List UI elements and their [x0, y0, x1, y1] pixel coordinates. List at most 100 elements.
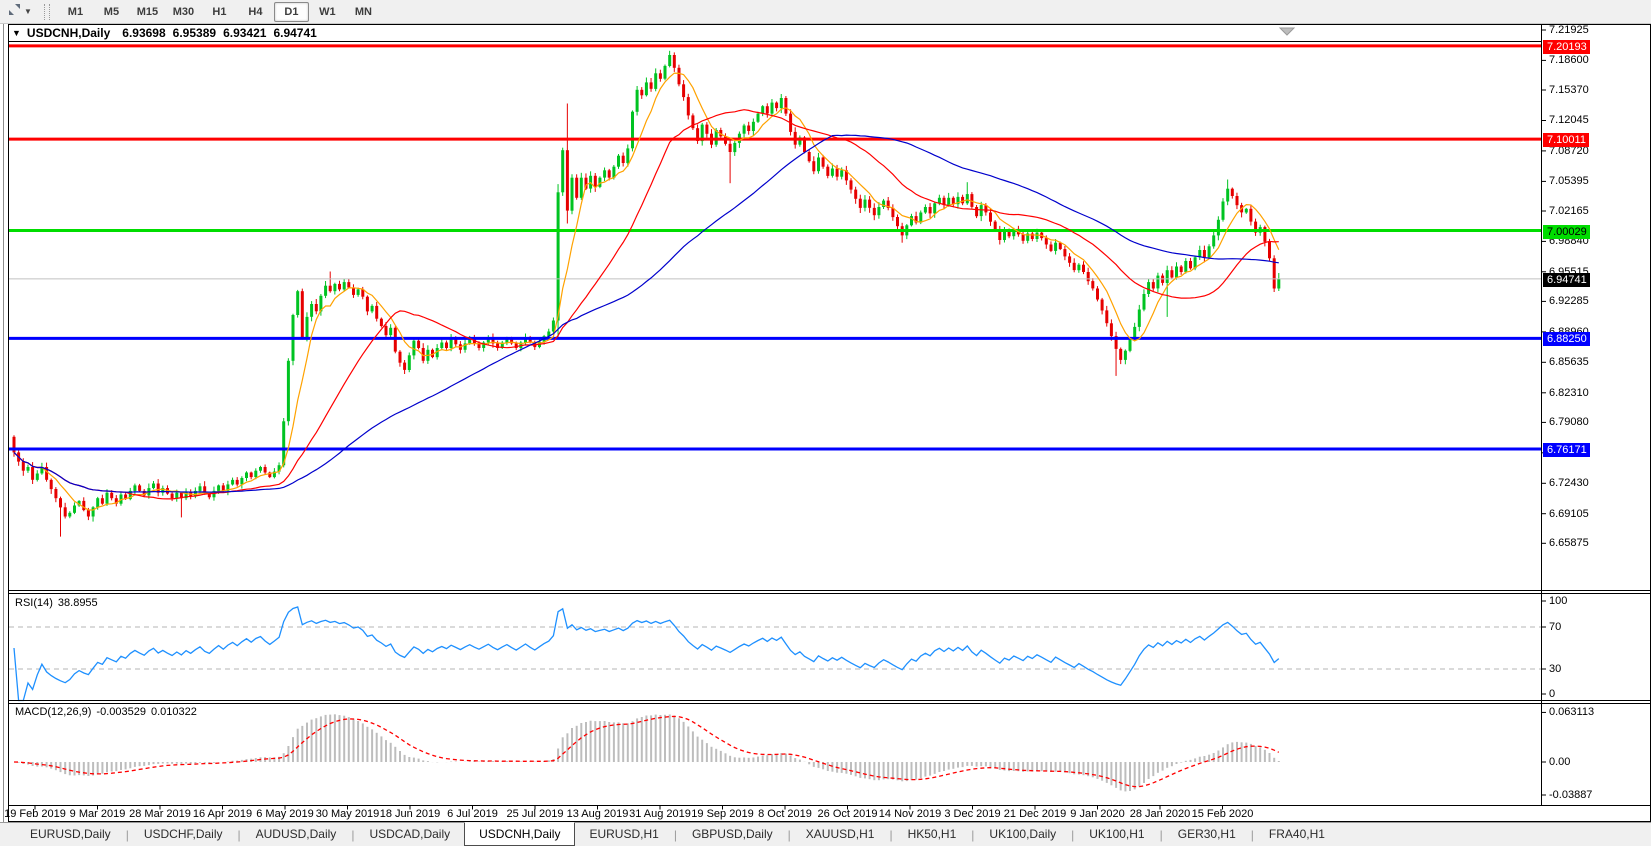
rsi-axis-label: 70 — [1549, 621, 1562, 633]
macd-name: MACD(12,26,9) — [15, 706, 92, 718]
time-axis-label: 6 Jul 2019 — [447, 808, 498, 820]
time-axis-label: 19 Feb 2019 — [4, 808, 66, 820]
time-axis[interactable]: 19 Feb 2019 9 Mar 2019 28 Mar 2019 16 Apr 2… — [4, 806, 1542, 822]
price-tick-label: 6.65875 — [1549, 537, 1589, 550]
chart-symbol-title: USDCNH,Daily — [26, 26, 111, 40]
timeframe-button-m1[interactable]: M1 — [67, 5, 84, 18]
rsi-value: 38.8955 — [57, 597, 98, 609]
rsi-indicator-label: RSI(14) 38.8955 — [15, 597, 103, 609]
macd-axis-label: 0.00 — [1549, 756, 1571, 768]
ohlc-close: 6.94741 — [273, 26, 317, 40]
chart-tab-gbpusd-daily[interactable]: GBPUSD,Daily — [691, 827, 773, 841]
price-level-badge: 6.76171 — [1543, 442, 1590, 457]
timeframe-button-mn[interactable]: MN — [354, 5, 372, 18]
rsi-axis-label: 30 — [1549, 663, 1562, 675]
chart-tab-fra40-h1[interactable]: FRA40,H1 — [1268, 827, 1325, 841]
price-tick-label: 7.08720 — [1549, 144, 1589, 157]
price-tick-label: 6.79080 — [1549, 416, 1589, 429]
timeframe-button-h1[interactable]: H1 — [212, 5, 227, 18]
chart-tab-eurusd-daily[interactable]: EURUSD,Daily — [30, 827, 111, 841]
ohlc-low: 6.93421 — [223, 26, 267, 40]
timeframe-button-w1[interactable]: W1 — [319, 5, 336, 18]
price-level-badge: 7.20193 — [1543, 39, 1590, 54]
chevron-down-icon[interactable]: ▼ — [24, 7, 32, 16]
time-axis-label: 25 Jul 2019 — [506, 808, 564, 820]
time-axis-label: 13 Aug 2019 — [566, 808, 629, 820]
tab-separator: | — [673, 827, 677, 842]
price-tick-label: 6.82310 — [1549, 386, 1589, 399]
time-axis-label: 21 Dec 2019 — [1003, 808, 1067, 820]
time-axis-label: 3 Dec 2019 — [944, 808, 1001, 820]
time-axis-label: 28 Mar 2019 — [129, 808, 191, 820]
ohlc-open: 6.93698 — [122, 26, 166, 40]
timeframe-button-m15[interactable]: M15 — [136, 5, 159, 18]
time-axis-label: 8 Oct 2019 — [758, 808, 812, 820]
price-level-badge: 7.00029 — [1543, 224, 1590, 239]
timeframe-button-d1[interactable]: D1 — [273, 1, 309, 22]
timeframe-buttons-group: M1 M5 M15 M30 H1 H4 D1 W1 MN — [58, 1, 382, 22]
time-axis-label: 26 Oct 2019 — [817, 808, 878, 820]
macd-signal-value: 0.010322 — [150, 706, 197, 718]
chart-plot-area[interactable] — [9, 42, 1541, 590]
price-tick-label: 7.21925 — [1549, 24, 1589, 36]
price-level-badge: 6.88250 — [1543, 332, 1590, 347]
macd-axis-label: -0.03887 — [1549, 789, 1593, 801]
chart-tab-usdcnh-daily[interactable]: USDCNH,Daily — [464, 821, 576, 846]
timeframe-button-h4[interactable]: H4 — [248, 5, 263, 18]
tab-separator: | — [971, 827, 975, 842]
price-tick-label: 6.92285 — [1549, 295, 1589, 308]
chart-tab-uk100-daily[interactable]: UK100,Daily — [989, 827, 1057, 841]
time-axis-label: 9 Mar 2019 — [69, 808, 126, 820]
window-menu-icon[interactable]: ▼ — [12, 28, 21, 38]
price-tick-label: 6.72430 — [1549, 477, 1589, 490]
tab-separator: | — [1250, 827, 1254, 842]
time-axis-label: 30 May 2019 — [315, 808, 380, 820]
tab-separator: | — [351, 827, 355, 842]
price-level-badge: 6.94741 — [1543, 272, 1590, 287]
price-level-badge: 7.10011 — [1543, 133, 1589, 148]
tab-separator: | — [1071, 827, 1075, 842]
rsi-name: RSI(14) — [15, 597, 53, 609]
time-axis-label: 16 Apr 2019 — [192, 808, 253, 820]
chart-tab-uk100-h1[interactable]: UK100,H1 — [1089, 827, 1145, 841]
rsi-axis-label: 0 — [1549, 688, 1556, 700]
chart-tab-usdcad-daily[interactable]: USDCAD,Daily — [369, 827, 451, 841]
macd-indicator-label: MACD(12,26,9) -0.003529 0.010322 — [15, 706, 202, 718]
time-axis-label: 19 Sep 2019 — [691, 808, 754, 820]
price-tick-label: 7.02165 — [1549, 204, 1589, 217]
tab-separator: | — [125, 827, 129, 842]
chart-tab-usdchf-daily[interactable]: USDCHF,Daily — [143, 827, 223, 841]
time-axis-label: 15 Feb 2020 — [1191, 808, 1254, 820]
macd-main-value: -0.003529 — [96, 706, 146, 718]
tab-separator: | — [237, 827, 241, 842]
tab-separator: | — [889, 827, 893, 842]
time-axis-label: 6 May 2019 — [256, 808, 314, 820]
tab-separator: | — [787, 827, 791, 842]
price-tick-label: 6.69105 — [1549, 507, 1589, 520]
timeframes-toolbar: ▼ M1 M5 M15 M30 H1 H4 D1 W1 MN — [0, 0, 1651, 24]
chart-tab-ger30-h1[interactable]: GER30,H1 — [1177, 827, 1236, 841]
macd-axis-label: 0.063113 — [1549, 706, 1595, 719]
chart-period-button[interactable]: ▼ — [5, 3, 34, 21]
time-axis-label: 18 Jun 2019 — [379, 808, 441, 820]
price-axis[interactable]: 7.21925 7.18600 7.15370 7.12045 7.08720 7.053… — [1542, 24, 1651, 805]
chart-tab-xauusd-h1[interactable]: XAUUSD,H1 — [805, 827, 875, 841]
rsi-axis-label: 100 — [1549, 595, 1568, 607]
chart-tab-hk50-h1[interactable]: HK50,H1 — [907, 827, 957, 841]
price-tick-label: 7.15370 — [1549, 84, 1589, 97]
chart-tabs-bar: EURUSD,Daily | USDCHF,Daily | AUDUSD,Daily | U… — [0, 821, 1651, 846]
toolbar-drag-handle[interactable] — [43, 3, 50, 20]
tab-separator: | — [1159, 827, 1163, 842]
timeframe-button-m5[interactable]: M5 — [103, 5, 120, 18]
price-tick-label: 6.85635 — [1549, 356, 1589, 369]
price-tick-label: 7.12045 — [1549, 114, 1589, 127]
time-axis-label: 14 Nov 2019 — [878, 808, 942, 820]
chart-tab-audusd-daily[interactable]: AUDUSD,Daily — [255, 827, 337, 841]
chart-shift-marker-icon[interactable] — [1278, 27, 1296, 36]
time-axis-label: 31 Aug 2019 — [629, 808, 691, 820]
chart-tab-eurusd-h1[interactable]: EURUSD,H1 — [589, 827, 659, 841]
chart-title-bar: ▼ USDCNH,Daily 6.93698 6.95389 6.93421 6… — [10, 26, 1530, 40]
bar-chart-icon — [7, 3, 22, 21]
timeframe-button-m30[interactable]: M30 — [172, 5, 195, 18]
